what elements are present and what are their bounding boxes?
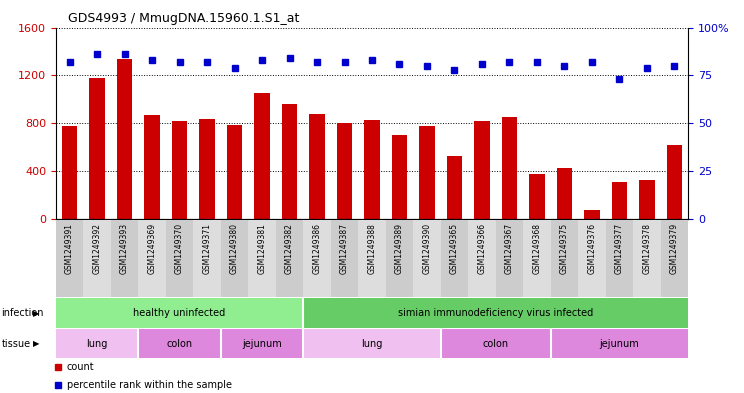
Text: GSM1249386: GSM1249386 bbox=[312, 223, 321, 274]
Bar bbox=[606, 220, 633, 297]
Text: GSM1249377: GSM1249377 bbox=[615, 223, 624, 274]
Text: ▶: ▶ bbox=[33, 339, 39, 348]
Bar bbox=[199, 119, 214, 219]
Bar bbox=[221, 329, 304, 358]
Text: infection: infection bbox=[1, 308, 44, 318]
Text: colon: colon bbox=[483, 339, 509, 349]
Bar bbox=[304, 329, 440, 358]
Bar bbox=[578, 220, 606, 297]
Bar bbox=[440, 329, 551, 358]
Bar bbox=[359, 220, 385, 297]
Bar bbox=[304, 220, 331, 297]
Bar bbox=[89, 79, 105, 219]
Text: GSM1249393: GSM1249393 bbox=[120, 223, 129, 274]
Bar bbox=[447, 156, 462, 219]
Bar bbox=[138, 220, 166, 297]
Text: colon: colon bbox=[167, 339, 193, 349]
Bar bbox=[166, 220, 193, 297]
Text: GSM1249381: GSM1249381 bbox=[257, 223, 266, 274]
Bar bbox=[633, 220, 661, 297]
Bar bbox=[56, 298, 304, 328]
Bar bbox=[304, 298, 688, 328]
Bar bbox=[193, 220, 221, 297]
Bar bbox=[392, 135, 407, 219]
Text: GSM1249392: GSM1249392 bbox=[92, 223, 101, 274]
Text: GDS4993 / MmugDNA.15960.1.S1_at: GDS4993 / MmugDNA.15960.1.S1_at bbox=[68, 12, 300, 25]
Text: lung: lung bbox=[362, 339, 382, 349]
Text: GSM1249370: GSM1249370 bbox=[175, 223, 184, 274]
Bar bbox=[144, 115, 160, 219]
Text: GSM1249369: GSM1249369 bbox=[147, 223, 156, 274]
Bar bbox=[138, 329, 221, 358]
Bar bbox=[56, 329, 138, 358]
Bar bbox=[468, 220, 496, 297]
Text: GSM1249368: GSM1249368 bbox=[533, 223, 542, 274]
Bar bbox=[282, 104, 297, 219]
Bar bbox=[557, 168, 572, 219]
Bar bbox=[337, 123, 352, 219]
Bar bbox=[661, 220, 688, 297]
Bar bbox=[551, 329, 688, 358]
Bar bbox=[111, 220, 138, 297]
Bar bbox=[248, 220, 276, 297]
Bar bbox=[62, 126, 77, 219]
Text: GSM1249380: GSM1249380 bbox=[230, 223, 239, 274]
Bar bbox=[475, 121, 490, 219]
Bar bbox=[276, 220, 304, 297]
Bar bbox=[56, 220, 83, 297]
Text: jejunum: jejunum bbox=[242, 339, 282, 349]
Text: lung: lung bbox=[86, 339, 108, 349]
Bar bbox=[420, 126, 434, 219]
Text: count: count bbox=[67, 362, 94, 373]
Text: simian immunodeficiency virus infected: simian immunodeficiency virus infected bbox=[398, 308, 594, 318]
Text: tissue: tissue bbox=[1, 339, 31, 349]
Bar bbox=[227, 125, 242, 219]
Bar bbox=[413, 220, 440, 297]
Bar bbox=[440, 220, 468, 297]
Bar bbox=[551, 220, 578, 297]
Bar bbox=[639, 180, 655, 219]
Bar bbox=[331, 220, 359, 297]
Bar bbox=[385, 220, 413, 297]
Bar bbox=[365, 120, 379, 219]
Bar bbox=[310, 114, 324, 219]
Text: GSM1249371: GSM1249371 bbox=[202, 223, 211, 274]
Text: GSM1249387: GSM1249387 bbox=[340, 223, 349, 274]
Bar bbox=[667, 145, 682, 219]
Text: healthy uninfected: healthy uninfected bbox=[133, 308, 225, 318]
Bar bbox=[254, 94, 269, 219]
Text: GSM1249365: GSM1249365 bbox=[450, 223, 459, 274]
Bar bbox=[584, 210, 600, 219]
Bar bbox=[612, 182, 627, 219]
Text: percentile rank within the sample: percentile rank within the sample bbox=[67, 380, 232, 390]
Text: jejunum: jejunum bbox=[600, 339, 639, 349]
Text: GSM1249366: GSM1249366 bbox=[478, 223, 487, 274]
Text: GSM1249378: GSM1249378 bbox=[643, 223, 652, 274]
Text: GSM1249382: GSM1249382 bbox=[285, 223, 294, 274]
Bar bbox=[496, 220, 523, 297]
Text: GSM1249376: GSM1249376 bbox=[588, 223, 597, 274]
Text: GSM1249389: GSM1249389 bbox=[395, 223, 404, 274]
Text: GSM1249388: GSM1249388 bbox=[368, 223, 376, 274]
Bar bbox=[502, 118, 517, 219]
Bar bbox=[172, 121, 187, 219]
Bar bbox=[83, 220, 111, 297]
Bar bbox=[523, 220, 551, 297]
Bar bbox=[117, 59, 132, 219]
Bar bbox=[530, 174, 545, 219]
Text: GSM1249391: GSM1249391 bbox=[65, 223, 74, 274]
Text: ▶: ▶ bbox=[33, 309, 39, 318]
Text: GSM1249379: GSM1249379 bbox=[670, 223, 679, 274]
Bar bbox=[221, 220, 248, 297]
Text: GSM1249367: GSM1249367 bbox=[505, 223, 514, 274]
Text: GSM1249375: GSM1249375 bbox=[560, 223, 569, 274]
Text: GSM1249390: GSM1249390 bbox=[423, 223, 432, 274]
